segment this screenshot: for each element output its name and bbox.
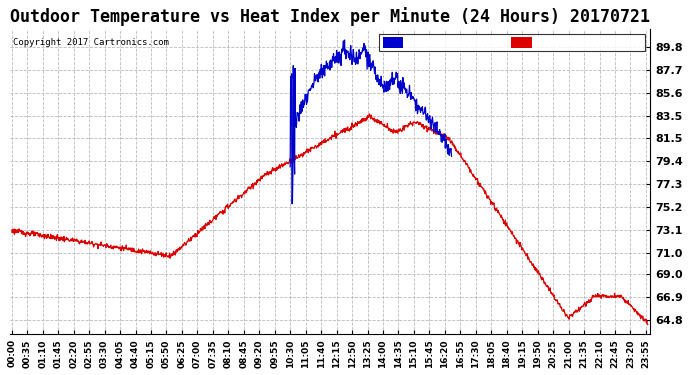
Legend: Heat Index  (°F), Temperature  (°F): Heat Index (°F), Temperature (°F) xyxy=(380,34,645,51)
Title: Outdoor Temperature vs Heat Index per Minute (24 Hours) 20170721: Outdoor Temperature vs Heat Index per Mi… xyxy=(10,7,650,26)
Text: Copyright 2017 Cartronics.com: Copyright 2017 Cartronics.com xyxy=(13,38,168,47)
